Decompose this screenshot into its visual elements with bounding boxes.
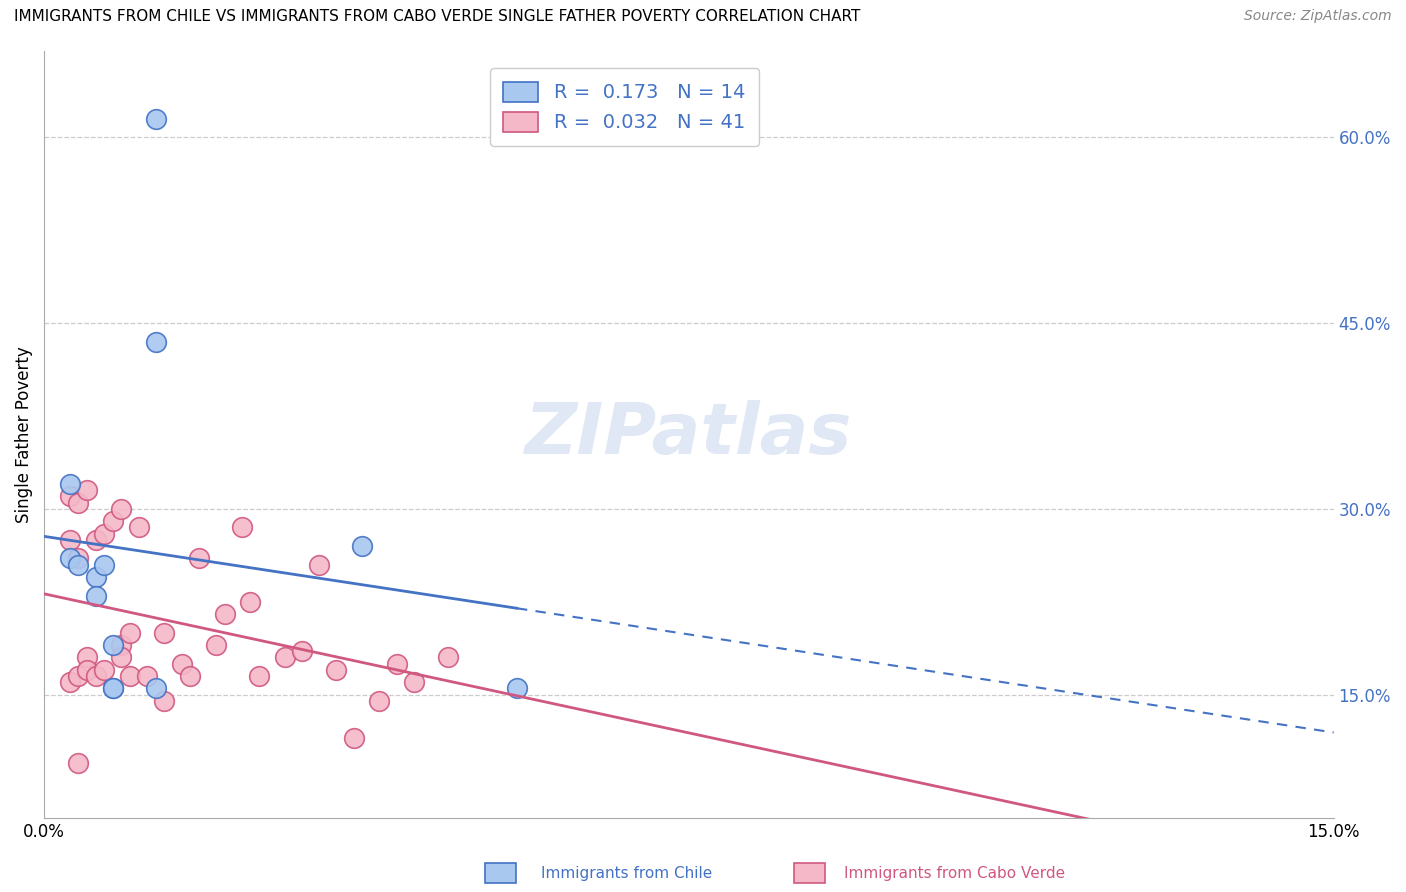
Point xyxy=(247,669,270,683)
Point xyxy=(145,681,167,696)
Point xyxy=(136,669,159,683)
Point xyxy=(291,644,314,658)
Point xyxy=(110,638,132,652)
Point xyxy=(67,558,90,572)
Legend: R =  0.173   N = 14, R =  0.032   N = 41: R = 0.173 N = 14, R = 0.032 N = 41 xyxy=(489,68,759,146)
Point xyxy=(342,731,364,745)
Point xyxy=(84,570,107,584)
Point xyxy=(187,551,209,566)
Point xyxy=(101,514,124,528)
Point xyxy=(506,681,529,696)
Point xyxy=(145,334,167,349)
Point xyxy=(101,638,124,652)
Point xyxy=(76,650,98,665)
Point xyxy=(67,756,90,770)
Point xyxy=(205,638,228,652)
Text: ZIPatlas: ZIPatlas xyxy=(526,401,852,469)
Text: Source: ZipAtlas.com: Source: ZipAtlas.com xyxy=(1244,9,1392,23)
Point xyxy=(84,589,107,603)
Point xyxy=(120,625,142,640)
Point xyxy=(110,501,132,516)
Point xyxy=(93,558,115,572)
Point xyxy=(59,675,82,690)
Point xyxy=(101,681,124,696)
Text: Immigrants from Cabo Verde: Immigrants from Cabo Verde xyxy=(844,866,1064,881)
Point xyxy=(239,595,262,609)
Point xyxy=(352,539,374,553)
Point xyxy=(179,669,201,683)
Point xyxy=(76,663,98,677)
Point xyxy=(93,526,115,541)
Point xyxy=(76,483,98,498)
Point xyxy=(93,663,115,677)
Point xyxy=(402,675,425,690)
Point xyxy=(231,520,253,534)
Point xyxy=(325,663,347,677)
Point xyxy=(170,657,193,671)
Text: IMMIGRANTS FROM CHILE VS IMMIGRANTS FROM CABO VERDE SINGLE FATHER POVERTY CORREL: IMMIGRANTS FROM CHILE VS IMMIGRANTS FROM… xyxy=(14,9,860,24)
Point xyxy=(67,551,90,566)
Point xyxy=(59,551,82,566)
Point xyxy=(145,112,167,126)
Point xyxy=(368,694,391,708)
Point xyxy=(84,533,107,547)
Point xyxy=(385,657,408,671)
Point xyxy=(128,520,150,534)
Text: Immigrants from Chile: Immigrants from Chile xyxy=(541,866,713,881)
Point xyxy=(59,477,82,491)
Point xyxy=(67,669,90,683)
Point xyxy=(84,669,107,683)
Point xyxy=(153,694,176,708)
Point xyxy=(67,496,90,510)
Point xyxy=(110,650,132,665)
Point xyxy=(437,650,460,665)
Point xyxy=(59,533,82,547)
Point xyxy=(214,607,236,621)
Point xyxy=(274,650,297,665)
Point xyxy=(59,490,82,504)
Point xyxy=(308,558,330,572)
Point xyxy=(153,625,176,640)
Y-axis label: Single Father Poverty: Single Father Poverty xyxy=(15,346,32,523)
Point xyxy=(101,681,124,696)
Point xyxy=(120,669,142,683)
